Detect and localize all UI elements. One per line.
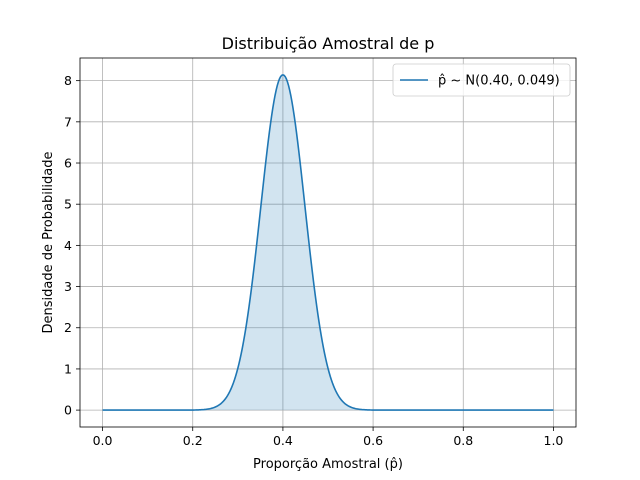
x-tick-label: 1.0 xyxy=(544,433,564,448)
y-axis-label: Densidade de Probabilidade xyxy=(41,151,56,333)
y-tick-label: 2 xyxy=(64,320,72,335)
y-tick-label: 6 xyxy=(64,156,72,171)
x-axis-label: Proporção Amostral (p̂) xyxy=(253,457,403,472)
y-tick-label: 4 xyxy=(64,238,72,253)
x-tick-label: 0.6 xyxy=(363,433,383,448)
legend-label: p̂ ~ N(0.40, 0.049) xyxy=(438,74,560,89)
y-tick-label: 8 xyxy=(64,73,72,88)
axis-ticks: 0.0 0.2 0.4 0.6 0.8 1.0 0 1 2 3 4 5 6 7 8 xyxy=(64,73,563,448)
x-tick-label: 0.2 xyxy=(183,433,203,448)
legend: p̂ ~ N(0.40, 0.049) xyxy=(392,63,571,97)
x-tick-label: 0.8 xyxy=(453,433,473,448)
x-tick-label: 0.0 xyxy=(93,433,113,448)
density-curve xyxy=(102,73,554,411)
chart-title: Distribuição Amostral de p xyxy=(222,34,435,53)
y-tick-label: 5 xyxy=(64,197,72,212)
grid xyxy=(80,58,576,427)
y-tick-label: 7 xyxy=(64,114,72,129)
legend-box xyxy=(392,63,571,97)
plot-frame xyxy=(79,57,577,428)
x-tick-label: 0.4 xyxy=(273,433,293,448)
y-tick-label: 0 xyxy=(64,403,72,418)
y-tick-label: 1 xyxy=(64,361,72,376)
y-tick-label: 3 xyxy=(64,279,72,294)
